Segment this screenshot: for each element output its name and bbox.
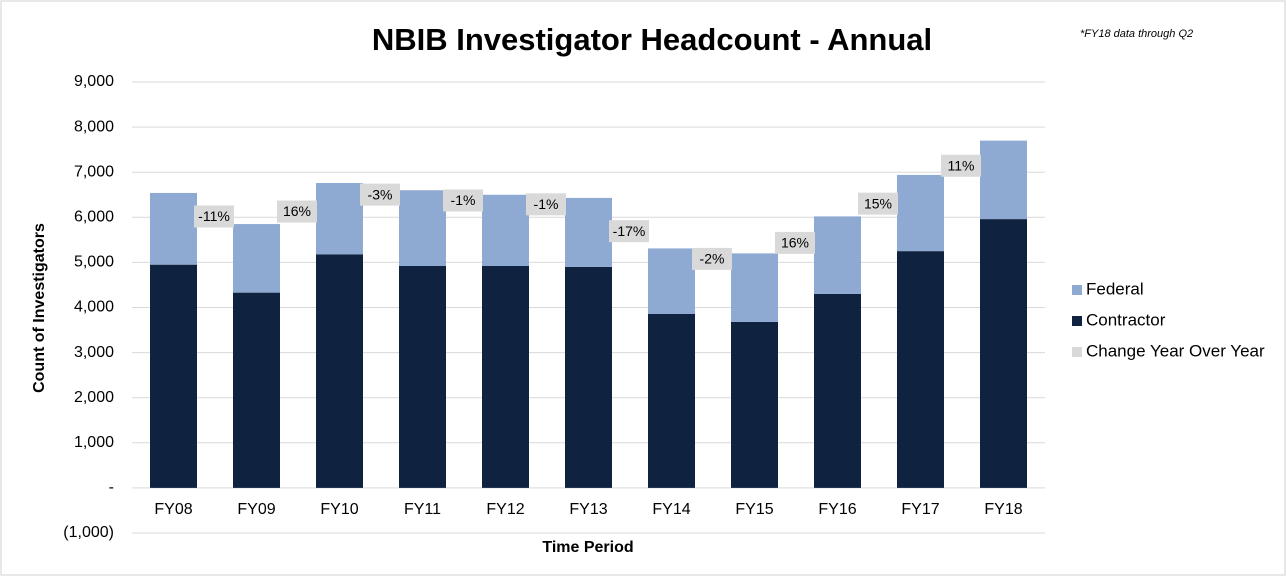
change-label: 16% — [781, 235, 809, 251]
legend-swatch — [1072, 285, 1082, 295]
legend-label: Change Year Over Year — [1086, 341, 1265, 360]
bar-contractor — [150, 264, 197, 488]
change-label-box — [277, 200, 317, 223]
y-tick-label: - — [109, 479, 114, 496]
bar-federal — [316, 183, 363, 255]
change-label-box — [858, 192, 898, 215]
change-label: 16% — [283, 203, 311, 219]
x-tick-label: FY12 — [486, 501, 524, 518]
legend-swatch — [1072, 347, 1082, 357]
change-label: 15% — [864, 195, 892, 211]
bar-contractor — [233, 292, 280, 488]
y-tick-label: 4,000 — [74, 299, 114, 316]
change-label: 11% — [948, 157, 975, 173]
x-tick-label: FY17 — [901, 501, 939, 518]
y-tick-label: 1,000 — [74, 434, 114, 451]
bar-federal — [980, 140, 1027, 220]
bar-federal — [150, 192, 197, 265]
change-label-box — [775, 231, 815, 254]
bar-contractor — [565, 266, 612, 488]
y-tick-label: 5,000 — [74, 254, 114, 271]
x-tick-label: FY13 — [569, 501, 607, 518]
bar-contractor — [814, 293, 861, 488]
x-tick-label: FY11 — [404, 501, 441, 518]
y-tick-label: (1,000) — [63, 524, 114, 541]
bar-federal — [399, 190, 446, 267]
bar-federal — [648, 248, 695, 314]
x-tick-label: FY09 — [237, 501, 275, 518]
bar-contractor — [482, 266, 529, 488]
x-tick-label: FY08 — [154, 501, 192, 518]
change-label-box — [609, 220, 649, 243]
change-label-box — [360, 183, 400, 206]
change-label: -2% — [700, 251, 725, 267]
chart-title: NBIB Investigator Headcount - Annual — [372, 22, 932, 57]
x-tick-label: FY16 — [818, 501, 856, 518]
change-label-box — [526, 193, 566, 216]
bar-federal — [482, 194, 529, 267]
bar-federal — [814, 216, 861, 294]
x-tick-label: FY18 — [984, 501, 1022, 518]
y-tick-label: 6,000 — [74, 209, 114, 226]
x-tick-label: FY15 — [735, 501, 773, 518]
x-tick-label: FY14 — [652, 501, 690, 518]
y-tick-label: 3,000 — [74, 344, 114, 361]
bar-contractor — [731, 321, 778, 488]
bar-contractor — [399, 266, 446, 488]
legend-label: Contractor — [1086, 310, 1166, 329]
legend-swatch — [1072, 316, 1082, 326]
change-label-box — [692, 247, 732, 270]
change-label: -1% — [534, 196, 559, 212]
y-tick-label: 7,000 — [74, 163, 114, 180]
change-label: -11% — [198, 208, 230, 224]
annotation: *FY18 data through Q2 — [1080, 28, 1193, 40]
y-axis-label: Count of Investigators — [31, 223, 48, 393]
y-tick-label: 2,000 — [74, 389, 114, 406]
bar-federal — [897, 174, 944, 252]
x-tick-label: FY10 — [320, 501, 358, 518]
bar-contractor — [980, 219, 1027, 488]
x-axis-label: Time Period — [542, 539, 633, 556]
y-tick-label: 9,000 — [74, 73, 114, 90]
bar-contractor — [316, 254, 363, 488]
bar-federal — [565, 197, 612, 267]
bar-federal — [731, 253, 778, 322]
y-tick-label: 8,000 — [74, 118, 114, 135]
bar-contractor — [897, 251, 944, 488]
change-label: -17% — [613, 223, 646, 239]
legend-label: Federal — [1086, 279, 1144, 298]
change-label: -1% — [451, 192, 476, 208]
change-label-box — [194, 205, 234, 228]
change-label: -3% — [368, 186, 393, 202]
bar-federal — [233, 224, 280, 293]
change-label-box — [941, 154, 981, 177]
bar-contractor — [648, 313, 695, 488]
change-label-box — [443, 189, 483, 212]
